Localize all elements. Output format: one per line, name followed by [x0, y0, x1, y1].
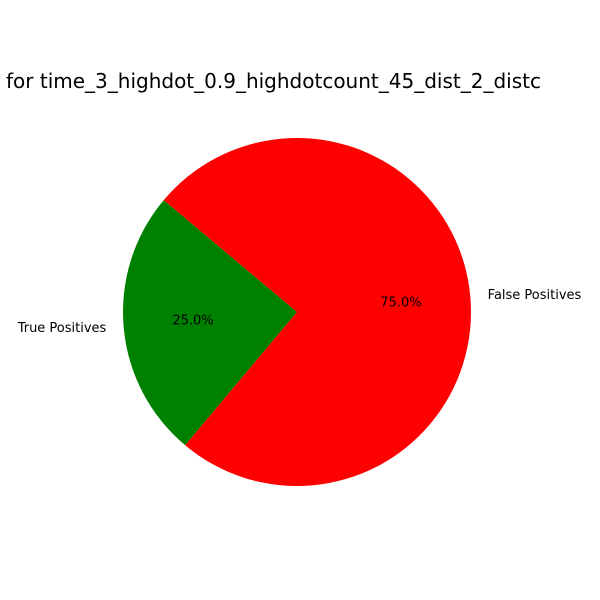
pie-labels: True Positives 25.0% False Positives 75.0% [17, 288, 582, 336]
slice-label: False Positives [488, 288, 582, 303]
chart-title: for time_3_highdot_0.9_highdotcount_45_d… [6, 69, 541, 93]
pie-slice-false-positives [163, 137, 472, 486]
pie-slices [122, 137, 472, 486]
slice-percent-label: 25.0% [172, 314, 213, 329]
slice-label: True Positives [17, 321, 107, 336]
slice-percent-label: 75.0% [380, 295, 421, 310]
pie-slice-true-positives [122, 200, 298, 446]
